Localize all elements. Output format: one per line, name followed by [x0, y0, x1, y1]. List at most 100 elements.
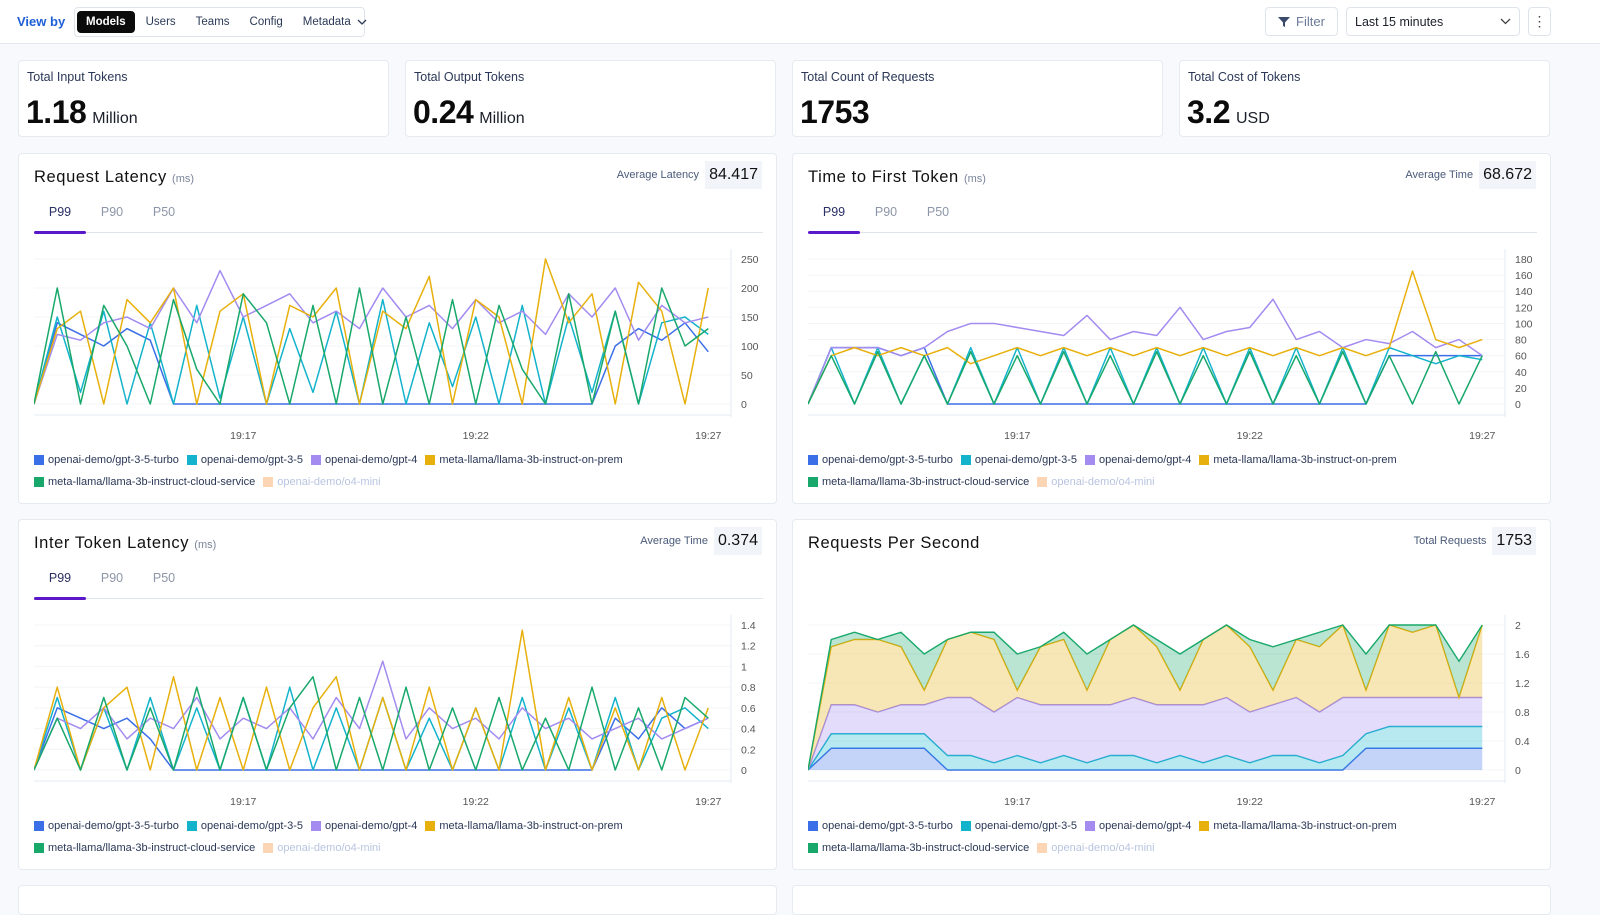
- view-option-config[interactable]: Config: [249, 16, 283, 28]
- tab-p99[interactable]: P99: [808, 202, 860, 234]
- tab-p99[interactable]: P99: [34, 202, 86, 234]
- tab-p50[interactable]: P50: [152, 205, 176, 219]
- legend-item[interactable]: meta-llama/llama-3b-instruct-cloud-servi…: [808, 474, 1029, 490]
- metric-label: Average Time: [1405, 169, 1474, 181]
- view-option-models[interactable]: Models: [77, 11, 135, 33]
- y-tick-label: 100: [741, 341, 759, 353]
- time-range-select[interactable]: Last 15 minutes: [1346, 7, 1520, 36]
- legend-item[interactable]: openai-demo/gpt-3-5: [960, 818, 1077, 834]
- view-option-metadata[interactable]: Metadata: [294, 11, 376, 33]
- y-tick-label: 20: [1515, 383, 1527, 395]
- legend-label: openai-demo/gpt-3-5-turbo: [822, 454, 953, 466]
- stat-value: 3.2: [1187, 94, 1230, 130]
- legend-swatch: [960, 821, 971, 831]
- legend-item[interactable]: meta-llama/llama-3b-instruct-on-prem: [425, 452, 623, 468]
- panel-title-text: Request Latency: [34, 168, 167, 186]
- view-option-teams[interactable]: Teams: [195, 16, 230, 28]
- legend-label: openai-demo/o4-mini: [277, 476, 381, 488]
- y-tick-label: 0.4: [741, 724, 756, 736]
- view-option-users[interactable]: Users: [145, 16, 176, 28]
- legend-item[interactable]: openai-demo/gpt-3-5-turbo: [808, 818, 953, 834]
- y-tick-label: 140: [1515, 286, 1533, 298]
- legend-label: meta-llama/llama-3b-instruct-on-prem: [1213, 820, 1397, 832]
- chart-plot: 0 50 100 150 200 250 19:17 19:22 19:27: [34, 249, 759, 442]
- legend-label: meta-llama/llama-3b-instruct-cloud-servi…: [822, 842, 1030, 854]
- legend-item[interactable]: openai-demo/o4-mini: [1037, 474, 1155, 490]
- percentile-tabs: P99 P90 P50: [34, 202, 763, 234]
- stat-unit: USD: [1235, 110, 1270, 127]
- legend-item[interactable]: openai-demo/gpt-3-5-turbo: [34, 452, 179, 468]
- metric-value: 84.417: [705, 161, 762, 189]
- legend-label: meta-llama/llama-3b-instruct-cloud-servi…: [48, 476, 256, 488]
- tab-p99[interactable]: P99: [34, 568, 86, 600]
- tab-p50[interactable]: P50: [152, 571, 176, 585]
- legend-swatch: [960, 455, 971, 465]
- tab-p90[interactable]: P90: [100, 571, 124, 585]
- legend-label: meta-llama/llama-3b-instruct-cloud-servi…: [822, 476, 1030, 488]
- panel-metric: Average Time 0.374: [640, 527, 762, 555]
- legend-item[interactable]: openai-demo/o4-mini: [263, 840, 381, 856]
- legend-swatch: [34, 477, 44, 487]
- legend-item[interactable]: openai-demo/gpt-3-5-turbo: [808, 452, 953, 468]
- tab-p50[interactable]: P50: [926, 205, 950, 219]
- y-tick-label: 1.2: [741, 641, 756, 653]
- metric-label: Total Requests: [1413, 535, 1487, 547]
- legend-label: openai-demo/gpt-3-5-turbo: [48, 820, 179, 832]
- legend-item[interactable]: openai-demo/o4-mini: [1037, 840, 1155, 856]
- y-tick-label: 0.8: [1515, 707, 1530, 719]
- stat-value: 0.24: [413, 94, 474, 130]
- y-tick-label: 0.2: [741, 744, 756, 756]
- legend-item[interactable]: openai-demo/gpt-3-5-turbo: [34, 818, 179, 834]
- legend-label: openai-demo/o4-mini: [1051, 842, 1155, 854]
- legend-swatch: [1199, 455, 1210, 465]
- legend-swatch: [1084, 821, 1095, 831]
- line-meta-llama-llama-3b-instruct-cloud-service: [808, 624, 1483, 771]
- stat-value: 1753: [800, 94, 870, 130]
- legend-item[interactable]: meta-llama/llama-3b-instruct-on-prem: [1199, 452, 1397, 468]
- legend-label: openai-demo/gpt-3-5: [974, 820, 1077, 832]
- legend-item[interactable]: openai-demo/gpt-4: [310, 452, 417, 468]
- stat-card-request-count: Total Count of Requests 1753: [792, 60, 1163, 137]
- legend-item[interactable]: openai-demo/gpt-4: [1084, 452, 1192, 468]
- legend-item[interactable]: openai-demo/gpt-3-5: [186, 818, 303, 834]
- panel-title-text: Inter Token Latency: [34, 534, 190, 552]
- percentile-tabs: P99 P90 P50: [34, 568, 763, 600]
- chart-plot: 0 0.4 0.8 1.2 1.6 2 19:17 19:22 19:27: [808, 615, 1530, 808]
- chevron-down-icon: [357, 19, 367, 25]
- x-tick-label: 19:17: [1004, 796, 1030, 808]
- panel-metric: Average Latency 84.417: [617, 161, 762, 189]
- line-openai-demo-gpt-3-5: [808, 725, 1483, 771]
- legend-item[interactable]: openai-demo/o4-mini: [263, 474, 381, 490]
- panel-title: Inter Token Latency (ms): [34, 534, 216, 553]
- y-tick-label: 50: [741, 370, 753, 382]
- panel-partial: [792, 885, 1551, 915]
- tab-p90[interactable]: P90: [874, 205, 898, 219]
- legend-label: meta-llama/llama-3b-instruct-cloud-servi…: [48, 842, 256, 854]
- line-meta-llama-llama-3b-instruct-cloud-service: [808, 350, 1483, 405]
- legend-item[interactable]: openai-demo/gpt-3-5: [186, 452, 303, 468]
- panel-title-text: Requests Per Second: [808, 534, 980, 552]
- more-options-button[interactable]: ⋮: [1528, 7, 1551, 36]
- y-tick-label: 2: [1515, 620, 1521, 632]
- legend-label: meta-llama/llama-3b-instruct-on-prem: [1213, 454, 1397, 466]
- legend-item[interactable]: meta-llama/llama-3b-instruct-on-prem: [425, 818, 623, 834]
- legend-swatch: [425, 821, 436, 831]
- legend-swatch: [425, 455, 436, 465]
- legend-item[interactable]: meta-llama/llama-3b-instruct-cloud-servi…: [34, 840, 255, 856]
- stat-unit: Million: [479, 110, 525, 127]
- legend-item[interactable]: openai-demo/gpt-3-5: [960, 452, 1077, 468]
- legend-label: openai-demo/gpt-4: [1098, 454, 1192, 466]
- legend-item[interactable]: openai-demo/gpt-4: [310, 818, 417, 834]
- legend-item[interactable]: meta-llama/llama-3b-instruct-on-prem: [1199, 818, 1397, 834]
- y-tick-label: 100: [1515, 318, 1533, 330]
- chart-legend: openai-demo/gpt-3-5-turbo openai-demo/gpt…: [808, 452, 1528, 490]
- legend-item[interactable]: meta-llama/llama-3b-instruct-cloud-servi…: [808, 840, 1029, 856]
- tab-p90[interactable]: P90: [100, 205, 124, 219]
- panel-time-to-first-token: Time to First Token (ms) Average Time 68.…: [792, 153, 1551, 504]
- legend-label: meta-llama/llama-3b-instruct-on-prem: [439, 454, 623, 466]
- legend-item[interactable]: meta-llama/llama-3b-instruct-cloud-servi…: [34, 474, 255, 490]
- filter-label: Filter: [1296, 14, 1325, 29]
- legend-item[interactable]: openai-demo/gpt-4: [1084, 818, 1191, 834]
- filter-button[interactable]: Filter: [1265, 7, 1338, 36]
- metric-label: Average Time: [640, 535, 708, 547]
